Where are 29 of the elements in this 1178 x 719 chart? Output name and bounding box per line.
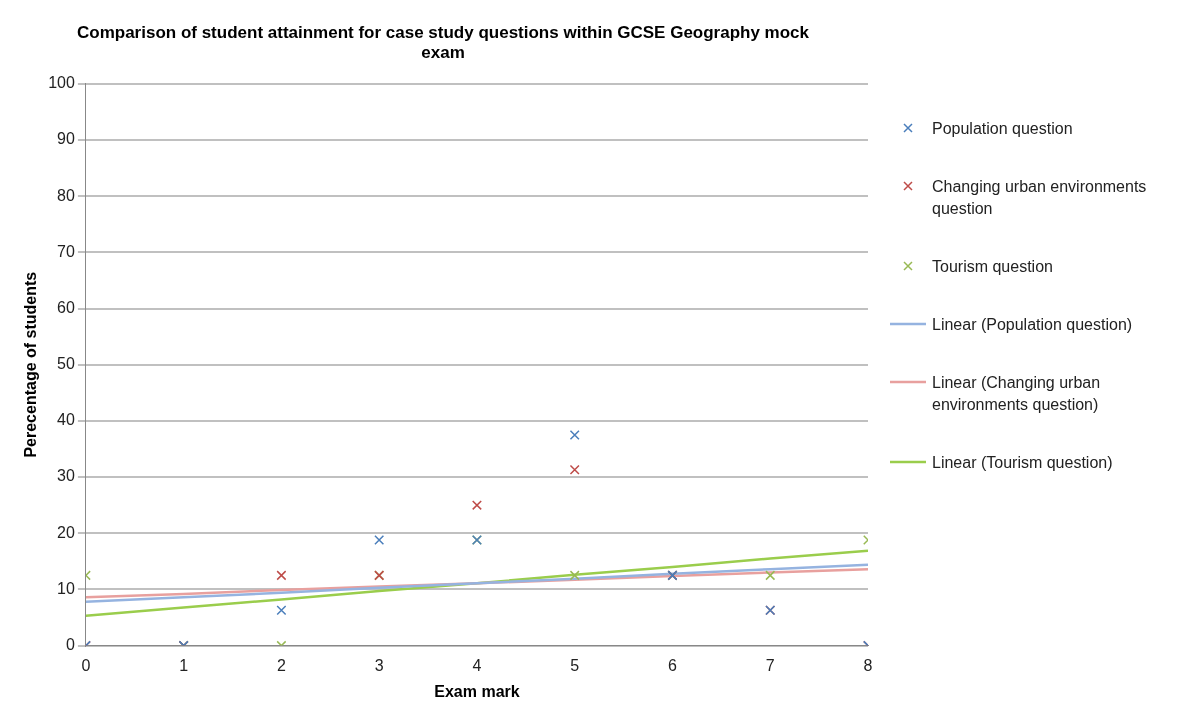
- x-tick-label: 6: [668, 656, 678, 674]
- y-tick-label: 40: [57, 411, 75, 429]
- legend-label: Linear (Population question): [932, 315, 1133, 335]
- legend-label: Linear (Changing urban environments question): [932, 373, 1102, 415]
- y-tick-label: 80: [57, 186, 75, 204]
- x-axis-title: Exam mark: [434, 682, 520, 700]
- legend-label: Population question: [932, 119, 1073, 139]
- y-tick-label: 10: [57, 579, 75, 597]
- x-tick-label: 7: [765, 656, 775, 674]
- chart-title: Comparison of student attainment for case study questions within GCSE Geography mock exam: [76, 22, 810, 63]
- x-tick-label: 4: [472, 656, 482, 674]
- x-tick-label: 1: [179, 656, 189, 674]
- y-tick-label: 20: [57, 523, 75, 541]
- x-tick-label: 5: [570, 656, 580, 674]
- x-tick-label: 3: [374, 656, 384, 674]
- legend-label: Tourism question: [932, 257, 1053, 277]
- x-tick-label: 8: [863, 656, 873, 674]
- y-tick-label: 50: [57, 355, 75, 373]
- y-axis-title: Perecentage of students: [22, 271, 40, 458]
- y-tick-label: 70: [57, 242, 75, 260]
- y-tick-label: 90: [57, 130, 75, 148]
- legend-label: Linear (Tourism question): [932, 453, 1113, 473]
- x-tick-label: 2: [276, 656, 286, 674]
- y-tick-label: 60: [57, 298, 75, 316]
- legend-label: Changing urban environments question: [932, 177, 1148, 219]
- y-tick-label: 100: [48, 74, 75, 92]
- x-tick-label: 0: [81, 656, 91, 674]
- y-tick-label: 0: [65, 636, 75, 654]
- y-tick-label: 30: [57, 467, 75, 485]
